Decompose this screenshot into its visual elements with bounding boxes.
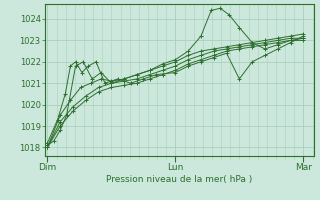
- X-axis label: Pression niveau de la mer( hPa ): Pression niveau de la mer( hPa ): [106, 175, 252, 184]
